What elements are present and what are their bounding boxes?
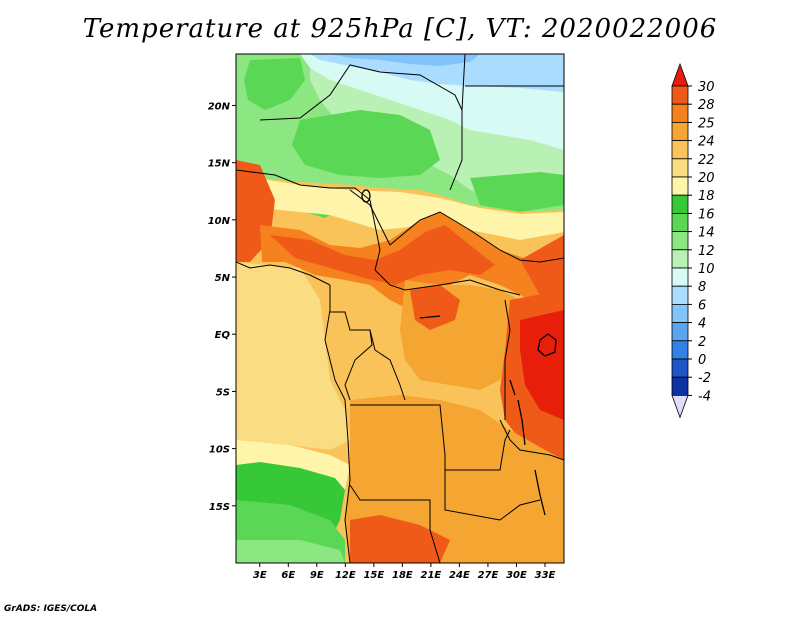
colorbar-swatch-8 <box>671 231 689 251</box>
lake-chad <box>361 189 371 203</box>
colorbar-label-15: 0 <box>698 353 706 368</box>
latitude-axis: 20N 15N 10N 5N EQ 5S 10S 15S <box>208 101 236 513</box>
border-zambia <box>444 470 541 521</box>
field-green-east <box>470 172 564 212</box>
lat-label-4: EQ <box>215 330 231 341</box>
colorbar-swatch-11 <box>671 285 689 305</box>
temperature-field <box>236 54 564 563</box>
colorbar-swatch-4 <box>671 158 689 178</box>
map-title: Temperature at 925hPa [C], VT: 202002200… <box>82 14 718 44</box>
colorbar-swatch-6 <box>671 194 689 214</box>
lon-label-6: 21E <box>421 570 442 581</box>
coast-central-atlantic <box>324 285 351 563</box>
map-frame <box>235 53 565 564</box>
lake-kivu <box>509 379 516 396</box>
colorbar-swatch-16 <box>671 376 689 396</box>
lat-label-7: 15S <box>209 502 230 513</box>
colorbar-swatch-3 <box>671 140 689 160</box>
colorbar-label-2: 25 <box>698 116 715 131</box>
lat-label-6: 10S <box>209 445 230 456</box>
border-egypt-sudan <box>461 54 466 111</box>
lat-label-2: 10N <box>208 216 231 227</box>
colorbar-swatch-2 <box>671 122 689 142</box>
colorbar-label-8: 14 <box>698 226 715 241</box>
lon-label-0: 3E <box>253 570 267 581</box>
field-blue <box>330 54 480 66</box>
colorbar-swatch-13 <box>671 322 689 342</box>
border-gabon-congo <box>330 311 373 401</box>
colorbar-label-11: 8 <box>698 280 706 295</box>
colorbar-swatch-14 <box>671 340 689 360</box>
colorbar-label-13: 4 <box>698 317 706 332</box>
field-atlantic-light-green <box>236 540 345 563</box>
field-congo-hot <box>410 285 460 330</box>
border-uganda-drc <box>504 299 511 420</box>
colorbar-swatch-15 <box>671 358 689 378</box>
colorbar-top-triangle <box>671 62 689 87</box>
lat-label-3: 5N <box>215 273 231 284</box>
lon-label-2: 9E <box>310 570 324 581</box>
field-light-blue <box>310 54 564 92</box>
colorbar-label-10: 10 <box>698 262 715 277</box>
lon-label-9: 30E <box>506 570 527 581</box>
colorbar-swatch-0 <box>671 85 689 105</box>
colorbar-swatch-1 <box>671 103 689 123</box>
colorbar-label-3: 24 <box>698 135 715 150</box>
colorbar-label-7: 16 <box>698 207 715 222</box>
lake-victoria <box>537 333 557 357</box>
lat-label-5: 5S <box>216 387 230 398</box>
field-sahel-hot <box>270 225 495 285</box>
field-hot-east <box>520 235 564 300</box>
colorbar-swatch-10 <box>671 267 689 287</box>
lake-malawi <box>534 469 546 516</box>
lon-label-7: 24E <box>449 570 470 581</box>
grads-credit: GrADS: IGES/COLA <box>4 604 98 614</box>
lat-label-0: 20N <box>208 101 231 112</box>
colorbar-label-0: 30 <box>698 80 715 95</box>
colorbar-label-5: 20 <box>698 171 715 186</box>
colorbar-label-16: -2 <box>698 371 711 386</box>
colorbar-bottom-triangle <box>671 395 689 419</box>
lakes <box>361 189 557 516</box>
lon-label-5: 18E <box>392 570 413 581</box>
colorbar-label-1: 28 <box>698 98 715 113</box>
colorbar-label-17: -4 <box>698 389 711 404</box>
border-car-sudan <box>349 189 564 263</box>
lon-label-8: 27E <box>478 570 499 581</box>
lake-contour-1 <box>419 315 441 319</box>
coast-west-africa <box>236 261 331 286</box>
country-borders <box>236 54 564 563</box>
colorbar-label-12: 6 <box>698 298 706 313</box>
border-nigeria-niger <box>236 169 381 271</box>
border-angola-namibia <box>349 484 441 563</box>
colorbar-swatch-5 <box>671 176 689 196</box>
lon-label-10: 33E <box>535 570 556 581</box>
border-drc-north <box>374 269 521 296</box>
border-tanzania <box>499 419 564 461</box>
longitude-axis: 3E 6E 9E 12E 15E 18E 21E 24E 27E 30E 33E <box>253 563 556 581</box>
border-angola-drc <box>350 404 511 471</box>
colorbar-label-6: 18 <box>698 189 715 204</box>
lon-label-3: 12E <box>335 570 356 581</box>
colorbar-label-4: 22 <box>698 153 715 168</box>
border-niger-chad-north <box>259 64 463 191</box>
colorbar-label-9: 12 <box>698 244 715 259</box>
lon-label-4: 15E <box>363 570 384 581</box>
field-cream-band <box>236 175 564 240</box>
lat-label-1: 15N <box>208 159 231 170</box>
colorbar-label-14: 2 <box>698 335 706 350</box>
field-green-blob-central <box>292 110 440 178</box>
field-south-hot <box>350 515 450 563</box>
colorbar-swatch-7 <box>671 212 689 232</box>
colorbar-swatch-9 <box>671 249 689 269</box>
field-atlantic-pale <box>236 262 350 450</box>
field-green-blob-west <box>244 58 305 110</box>
border-congo-drc <box>369 329 406 401</box>
lon-label-1: 6E <box>281 570 295 581</box>
colorbar-swatch-12 <box>671 303 689 323</box>
lake-tanganyika <box>517 399 526 446</box>
